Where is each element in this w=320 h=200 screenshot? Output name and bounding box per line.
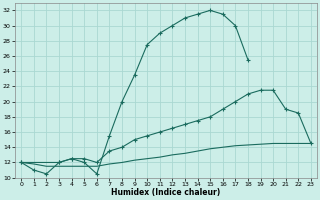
X-axis label: Humidex (Indice chaleur): Humidex (Indice chaleur) — [111, 188, 221, 197]
